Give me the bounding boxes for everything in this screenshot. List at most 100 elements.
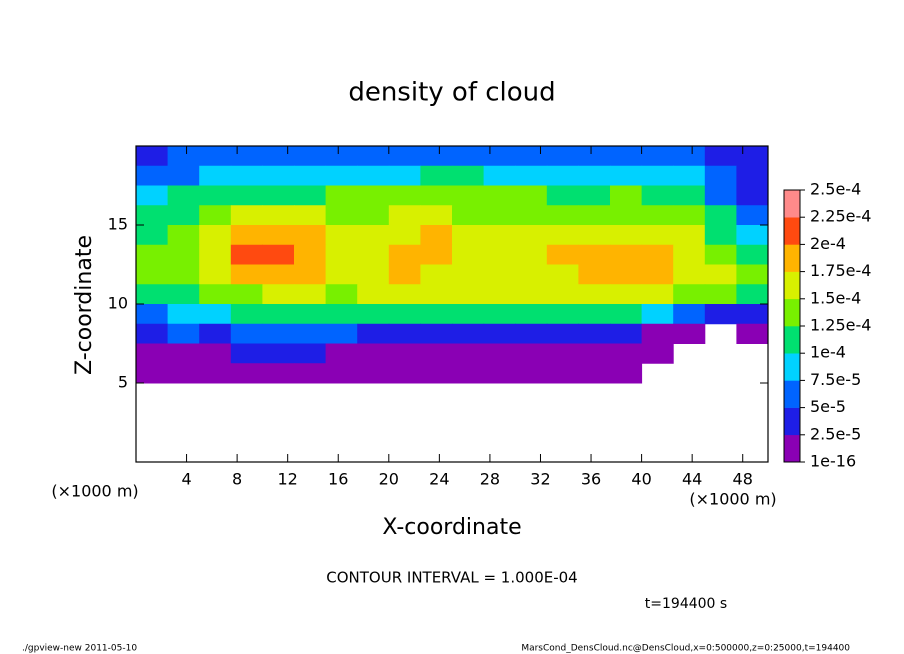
heat-cell — [483, 284, 516, 305]
heat-cell — [262, 304, 295, 325]
heat-cell — [294, 205, 327, 226]
heat-cell — [262, 244, 295, 265]
heat-cell — [167, 205, 200, 226]
heat-cell — [230, 185, 263, 206]
heat-cell — [483, 323, 516, 344]
heat-cell — [578, 264, 611, 285]
heat-cell — [167, 244, 200, 265]
heat-cell — [325, 185, 358, 206]
heat-cell — [546, 205, 579, 226]
heat-cell — [610, 363, 643, 384]
heat-cell — [357, 185, 390, 206]
heat-cell — [610, 205, 643, 226]
heat-cell — [167, 284, 200, 305]
heat-cell — [388, 205, 421, 226]
heat-cell — [546, 146, 579, 167]
heat-cell — [546, 363, 579, 384]
x-tick-label: 8 — [232, 470, 242, 489]
heat-cell — [736, 185, 769, 206]
x-tick-label: 44 — [682, 470, 702, 489]
heat-cell — [641, 264, 674, 285]
heat-cell — [199, 205, 232, 226]
heat-cell — [704, 185, 737, 206]
y-tick-label: 15 — [108, 215, 128, 234]
heat-cell — [294, 185, 327, 206]
heat-cell — [294, 343, 327, 364]
heat-cell — [578, 284, 611, 305]
heat-cell — [546, 185, 579, 206]
heat-cell — [673, 323, 706, 344]
heat-cell — [357, 323, 390, 344]
heat-cell — [515, 205, 548, 226]
heat-cell — [736, 165, 769, 186]
heat-cell — [515, 264, 548, 285]
colorbar-tick-label: 2e-4 — [810, 234, 846, 253]
heat-cell — [199, 284, 232, 305]
heat-cell — [230, 165, 263, 186]
heat-cell — [357, 146, 390, 167]
chart-title: density of cloud — [348, 78, 555, 108]
heat-cell — [610, 343, 643, 364]
heat-cell — [294, 146, 327, 167]
x-tick-label: 12 — [278, 470, 298, 489]
heat-cell — [546, 244, 579, 265]
heat-cell — [452, 165, 485, 186]
heat-cell — [167, 165, 200, 186]
heat-cell — [704, 284, 737, 305]
heat-cell — [199, 244, 232, 265]
x-tick-label: 48 — [733, 470, 753, 489]
heat-cell — [515, 146, 548, 167]
heat-cell — [388, 165, 421, 186]
heat-cell — [452, 205, 485, 226]
heat-cell — [262, 185, 295, 206]
heat-cell — [357, 165, 390, 186]
heat-cell — [452, 146, 485, 167]
heat-cell — [736, 225, 769, 246]
heat-cell — [199, 363, 232, 384]
heat-cell — [483, 205, 516, 226]
heat-cell — [483, 165, 516, 186]
heat-cell — [736, 304, 769, 325]
heat-cell — [325, 323, 358, 344]
heat-cell — [546, 304, 579, 325]
y-tick-label: 10 — [108, 294, 128, 313]
heat-cell — [199, 165, 232, 186]
heat-cell — [325, 225, 358, 246]
heat-cell — [420, 323, 453, 344]
heat-cell — [736, 146, 769, 167]
colorbar-tick-label: 1.5e-4 — [810, 288, 861, 307]
heat-cell — [610, 304, 643, 325]
heat-cell — [452, 343, 485, 364]
heat-cell — [262, 146, 295, 167]
heat-cell — [452, 304, 485, 325]
heat-cell — [515, 363, 548, 384]
heat-cell — [483, 146, 516, 167]
heat-cell — [199, 146, 232, 167]
heat-cell — [357, 343, 390, 364]
heat-cell — [578, 244, 611, 265]
heat-cell — [610, 284, 643, 305]
x-tick-label: 24 — [429, 470, 449, 489]
heat-cell — [641, 146, 674, 167]
heat-cell — [578, 185, 611, 206]
heat-cell — [515, 165, 548, 186]
heat-cell — [230, 323, 263, 344]
heat-cell — [483, 225, 516, 246]
x-tick-label: 36 — [581, 470, 601, 489]
heat-cell — [230, 363, 263, 384]
heat-cell — [641, 284, 674, 305]
heat-cell — [452, 363, 485, 384]
heat-cell — [230, 205, 263, 226]
x-tick-label: 28 — [480, 470, 500, 489]
heat-cell — [388, 185, 421, 206]
heat-cell — [420, 205, 453, 226]
heat-cell — [452, 284, 485, 305]
heat-cell — [483, 304, 516, 325]
colorbar-swatch — [784, 380, 800, 408]
heat-cell — [704, 205, 737, 226]
heat-cell — [325, 264, 358, 285]
heat-cell — [673, 264, 706, 285]
heat-cell — [641, 185, 674, 206]
heat-cell — [136, 185, 169, 206]
heat-cell — [262, 284, 295, 305]
